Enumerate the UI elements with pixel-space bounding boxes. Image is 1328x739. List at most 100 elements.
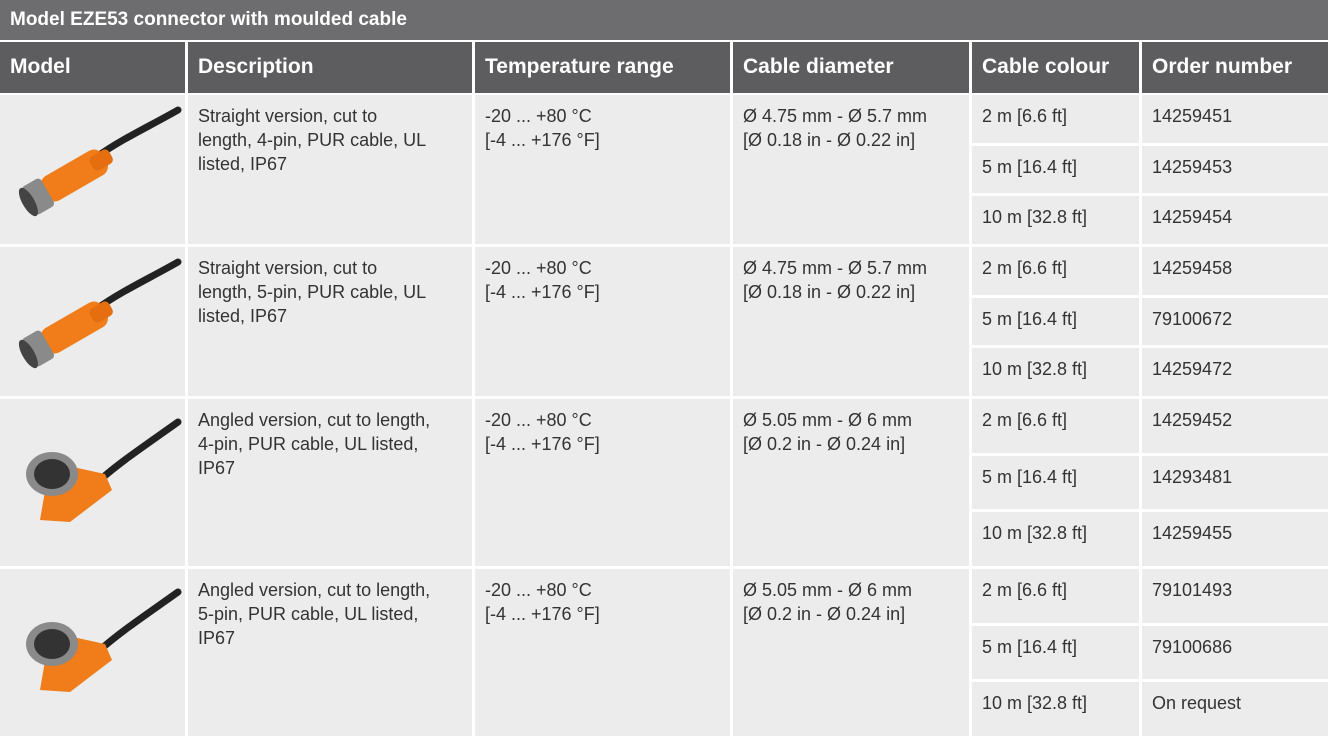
model-image-cell [0,399,185,566]
column-header: Description [188,42,472,93]
length-cell: 5 m [16.4 ft] [972,297,1139,346]
diameter-text: Ø 5.05 mm - Ø 6 mm [743,410,913,430]
order-number: 14259472 [1152,359,1233,380]
order-number: 14259455 [1152,523,1233,544]
table-title: Model EZE53 connector with moulded cable [0,0,1328,40]
length-text: 2 m [6.6 ft] [982,580,1068,600]
temperature-text: [-4 ... +176 °F] [485,604,600,624]
temperature-text: [-4 ... +176 °F] [485,130,600,150]
diameter-text: Ø 4.75 mm - Ø 5.7 mm [743,258,928,278]
length-cell: 2 m [6.6 ft] [972,399,1139,453]
length-cell: 2 m [6.6 ft] [972,569,1139,623]
length-text: 2 m [6.6 ft] [982,258,1068,278]
header-text: Description [198,55,314,78]
description-text: Angled version, cut to length, 5-pin, PU… [198,580,431,648]
order-number: 79100672 [1152,308,1233,329]
length-text: 2 m [6.6 ft] [982,106,1068,126]
temperature-cell: -20 ... +80 °C [-4 ... +176 °F] [475,247,730,396]
order-cell: 14293481 [1142,455,1328,510]
order-cell: 14259451 [1142,95,1328,143]
length-text: 2 m [6.6 ft] [982,410,1068,430]
order-cell: 14259455 [1142,512,1328,566]
description-cell: Straight version, cut to length, 4-pin, … [188,95,472,244]
length-text: 5 m [16.4 ft] [982,308,1078,329]
order-number: 79101493 [1152,580,1233,600]
order-cell: 79101493 [1142,569,1328,623]
length-cell: 2 m [6.6 ft] [972,247,1139,295]
length-cell: 5 m [16.4 ft] [972,145,1139,194]
temperature-text: -20 ... +80 °C [485,106,592,126]
order-number: 14259458 [1152,258,1233,278]
header-text: Cable colour [982,55,1110,78]
temperature-text: -20 ... +80 °C [485,580,592,600]
length-text: 5 m [16.4 ft] [982,636,1078,657]
temperature-text: -20 ... +80 °C [485,258,592,278]
connector-image [26,588,182,692]
column-header: Temperature range [475,42,730,93]
diameter-cell: Ø 4.75 mm - Ø 5.7 mm [Ø 0.18 in - Ø 0.22 … [733,95,969,244]
temperature-cell: -20 ... +80 °C [-4 ... +176 °F] [475,569,730,736]
model-image-cell [0,569,185,736]
length-text: 10 m [32.8 ft] [982,693,1088,714]
order-cell: 14259453 [1142,145,1328,194]
description-cell: Straight version, cut to length, 5-pin, … [188,247,472,396]
length-cell: 10 m [32.8 ft] [972,512,1139,566]
order-cell: 79100686 [1142,625,1328,680]
order-number: On request [1152,693,1242,714]
header-text: Cable diameter [743,55,894,78]
description-cell: Angled version, cut to length, 5-pin, PU… [188,569,472,736]
connector-image [18,106,182,217]
order-cell: 14259454 [1142,196,1328,244]
length-cell: 10 m [32.8 ft] [972,682,1139,736]
description-cell: Angled version, cut to length, 4-pin, PU… [188,399,472,566]
diameter-cell: Ø 4.75 mm - Ø 5.7 mm [Ø 0.18 in - Ø 0.22 … [733,247,969,396]
length-text: 5 m [16.4 ft] [982,156,1078,177]
order-number: 14259451 [1152,106,1233,126]
temperature-text: [-4 ... +176 °F] [485,434,600,454]
order-cell: On request [1142,682,1328,736]
column-header: Order number [1142,42,1328,93]
diameter-text: Ø 4.75 mm - Ø 5.7 mm [743,106,928,126]
temperature-text: -20 ... +80 °C [485,410,592,430]
diameter-text: Ø 5.05 mm - Ø 6 mm [743,580,913,600]
header-text: Order number [1152,55,1293,78]
column-header: Cable diameter [733,42,969,93]
order-number: 14259453 [1152,156,1233,177]
length-text: 5 m [16.4 ft] [982,466,1078,487]
connector-image [18,258,182,369]
length-cell: 5 m [16.4 ft] [972,455,1139,510]
header-text: Temperature range [485,55,674,78]
length-cell: 2 m [6.6 ft] [972,95,1139,143]
model-image-cell [0,247,185,396]
column-header: Model [0,42,185,93]
header-text: Model [10,55,71,78]
temperature-text: [-4 ... +176 °F] [485,282,600,302]
temperature-cell: -20 ... +80 °C [-4 ... +176 °F] [475,399,730,566]
order-number: 14293481 [1152,466,1233,487]
order-number: 14259454 [1152,207,1233,228]
diameter-cell: Ø 5.05 mm - Ø 6 mm [Ø 0.2 in - Ø 0.24 in] [733,569,969,736]
column-header: Cable colour [972,42,1139,93]
length-text: 10 m [32.8 ft] [982,207,1088,228]
order-cell: 14259452 [1142,399,1328,453]
diameter-cell: Ø 5.05 mm - Ø 6 mm [Ø 0.2 in - Ø 0.24 in] [733,399,969,566]
description-text: Straight version, cut to length, 4-pin, … [198,106,426,174]
order-cell: 14259458 [1142,247,1328,295]
diameter-text: [Ø 0.2 in - Ø 0.24 in] [743,604,906,624]
length-text: 10 m [32.8 ft] [982,523,1088,544]
model-image-cell [0,95,185,244]
diameter-text: [Ø 0.18 in - Ø 0.22 in] [743,282,916,302]
length-cell: 5 m [16.4 ft] [972,625,1139,680]
diameter-text: [Ø 0.18 in - Ø 0.22 in] [743,130,916,150]
length-cell: 10 m [32.8 ft] [972,196,1139,244]
length-cell: 10 m [32.8 ft] [972,348,1139,396]
length-text: 10 m [32.8 ft] [982,359,1088,380]
order-number: 14259452 [1152,410,1233,430]
temperature-cell: -20 ... +80 °C [-4 ... +176 °F] [475,95,730,244]
order-cell: 14259472 [1142,348,1328,396]
diameter-text: [Ø 0.2 in - Ø 0.24 in] [743,434,906,454]
order-number: 79100686 [1152,636,1233,657]
description-text: Angled version, cut to length, 4-pin, PU… [198,410,431,478]
connector-image [26,418,182,522]
